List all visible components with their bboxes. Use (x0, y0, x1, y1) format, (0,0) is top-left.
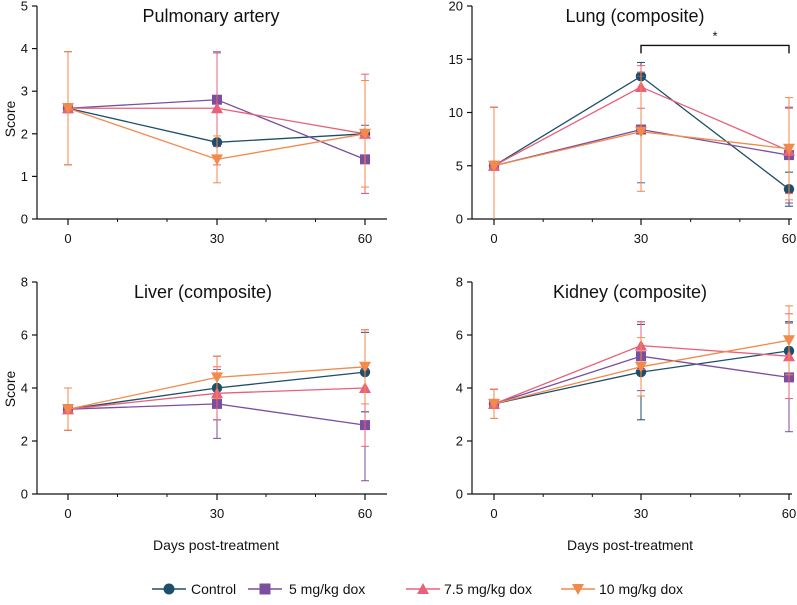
legend-item-7-5mg: 7.5 mg/kg dox (406, 581, 532, 597)
data-point-triangle-down (635, 126, 647, 138)
x-tick-label: 30 (634, 506, 648, 521)
data-point-triangle-down (359, 128, 371, 140)
panel-liver: Liver (composite) Score Days post-treatm… (2, 275, 387, 553)
series-triangle-down (488, 305, 795, 419)
y-tick-label: 20 (449, 0, 463, 14)
series-triangle-down (62, 329, 371, 431)
legend-item-control: Control (152, 581, 236, 597)
x-tick-label: 0 (490, 506, 497, 521)
data-point-triangle-down (62, 103, 74, 115)
panel-kidney: Kidney (composite) Days post-treatment 0… (456, 275, 796, 554)
legend-marker-triangle-down-icon (572, 584, 584, 595)
y-tick-label: 0 (21, 487, 28, 502)
data-point-triangle-down (635, 361, 647, 373)
y-tick-label: 6 (456, 328, 463, 343)
x-tick-label: 0 (490, 231, 497, 246)
panel-title: Pulmonary artery (142, 6, 279, 26)
data-point-triangle-down (783, 335, 795, 347)
legend-item-5mg: 5 mg/kg dox (248, 581, 365, 597)
data-point-triangle-down (359, 361, 371, 373)
y-tick-label: 5 (456, 158, 463, 173)
x-tick-label: 60 (358, 506, 372, 521)
y-tick-label: 4 (456, 381, 463, 396)
y-tick-label: 2 (21, 126, 28, 141)
x-tick-label: 60 (358, 231, 372, 246)
panel-title: Lung (composite) (565, 6, 704, 26)
series-triangle-down (488, 71, 795, 219)
x-tick-label: 60 (782, 506, 796, 521)
data-point-triangle-down (488, 398, 500, 410)
data-point-triangle-down (211, 154, 223, 166)
x-axis-label: Days post-treatment (567, 537, 693, 553)
panel-lung: Lung (composite) 0 5 10 15 20 0 30 60 * (449, 0, 797, 246)
series-triangle-down (62, 51, 371, 188)
y-tick-label: 6 (21, 328, 28, 343)
legend-marker-triangle-up-icon (417, 583, 429, 594)
x-tick-label: 30 (634, 231, 648, 246)
y-tick-label: 0 (456, 212, 463, 227)
x-tick-label: 0 (64, 506, 71, 521)
y-axis-label: Score (2, 371, 18, 408)
data-point-triangle-down (211, 372, 223, 384)
y-tick-label: 2 (456, 434, 463, 449)
significance-marker: * (712, 28, 717, 43)
legend-marker-square-icon (259, 583, 271, 595)
y-tick-label: 0 (21, 212, 28, 227)
data-point-triangle-up (211, 102, 223, 114)
data-point-triangle-down (783, 143, 795, 155)
y-tick-label: 0 (456, 487, 463, 502)
y-tick-label: 15 (449, 52, 463, 67)
panel-title: Liver (composite) (134, 282, 272, 302)
legend-marker-circle-icon (163, 583, 175, 595)
data-point-triangle-down (62, 404, 74, 416)
legend-label: Control (191, 581, 236, 597)
x-tick-label: 30 (210, 506, 224, 521)
significance-bracket (640, 44, 790, 54)
x-axis-label: Days post-treatment (153, 537, 279, 553)
y-tick-label: 4 (21, 41, 28, 56)
x-tick-label: 0 (64, 231, 71, 246)
legend-label: 10 mg/kg dox (599, 581, 683, 597)
panel-title: Kidney (composite) (553, 282, 707, 302)
legend: Control 5 mg/kg dox 7.5 mg/kg dox 10 mg/… (152, 581, 683, 597)
y-tick-label: 4 (21, 381, 28, 396)
x-tick-label: 60 (782, 231, 796, 246)
y-axis-label: Score (2, 101, 18, 138)
y-tick-label: 8 (21, 275, 28, 290)
y-tick-label: 3 (21, 84, 28, 99)
y-tick-label: 10 (449, 105, 463, 120)
legend-item-10mg: 10 mg/kg dox (561, 581, 683, 597)
legend-label: 5 mg/kg dox (289, 581, 365, 597)
y-tick-label: 5 (21, 0, 28, 14)
y-tick-label: 8 (456, 275, 463, 290)
data-point-triangle-down (488, 160, 500, 172)
panel-pulmonary-artery: Pulmonary artery Score 0 1 2 3 4 5 0 30 60 (2, 0, 387, 246)
y-tick-label: 1 (21, 169, 28, 184)
y-tick-label: 2 (21, 434, 28, 449)
legend-label: 7.5 mg/kg dox (444, 581, 532, 597)
x-tick-label: 30 (210, 231, 224, 246)
